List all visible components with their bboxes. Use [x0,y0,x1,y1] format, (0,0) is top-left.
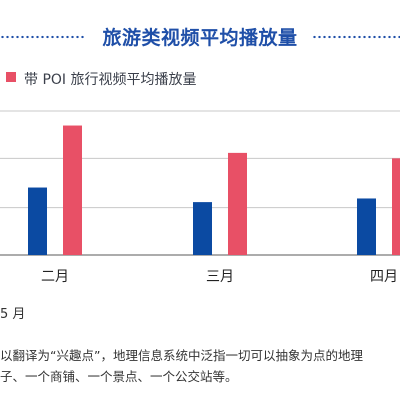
bar-poi-3 [392,158,400,255]
x-tick-label: 三月 [206,269,234,285]
title-right-dotted-line [312,35,400,39]
title-left-dotted-line [0,35,86,39]
x-tick-labels: 二月 三月 四月 [41,269,398,285]
footnote-line-1: 以翻译为“兴趣点”，地理信息系统中泛指一切可以抽象为点的地理 [0,348,363,363]
footnote-date: 5 月 [0,307,26,322]
x-tick-label: 四月 [370,269,398,285]
bars [28,125,400,255]
bar-poi-2 [228,152,247,255]
bar-blue-2 [193,202,212,255]
bar-blue-1 [28,187,47,255]
x-tick-label: 二月 [41,269,69,285]
chart-legend: 带 POI 旅行视频平均播放量 [0,68,400,88]
bar-poi-1 [63,125,82,255]
legend-swatch-poi [6,72,16,82]
bar-blue-3 [357,198,376,255]
bar-chart: 二月 三月 四月 [0,110,400,285]
footnote-line-2: 子、一个商铺、一个景点、一个公交站等。 [0,369,238,384]
legend-label-poi: 带 POI 旅行视频平均播放量 [24,72,197,88]
title-bar: 旅游类视频平均播放量 [0,18,400,52]
page-title: 旅游类视频平均播放量 [102,27,298,49]
